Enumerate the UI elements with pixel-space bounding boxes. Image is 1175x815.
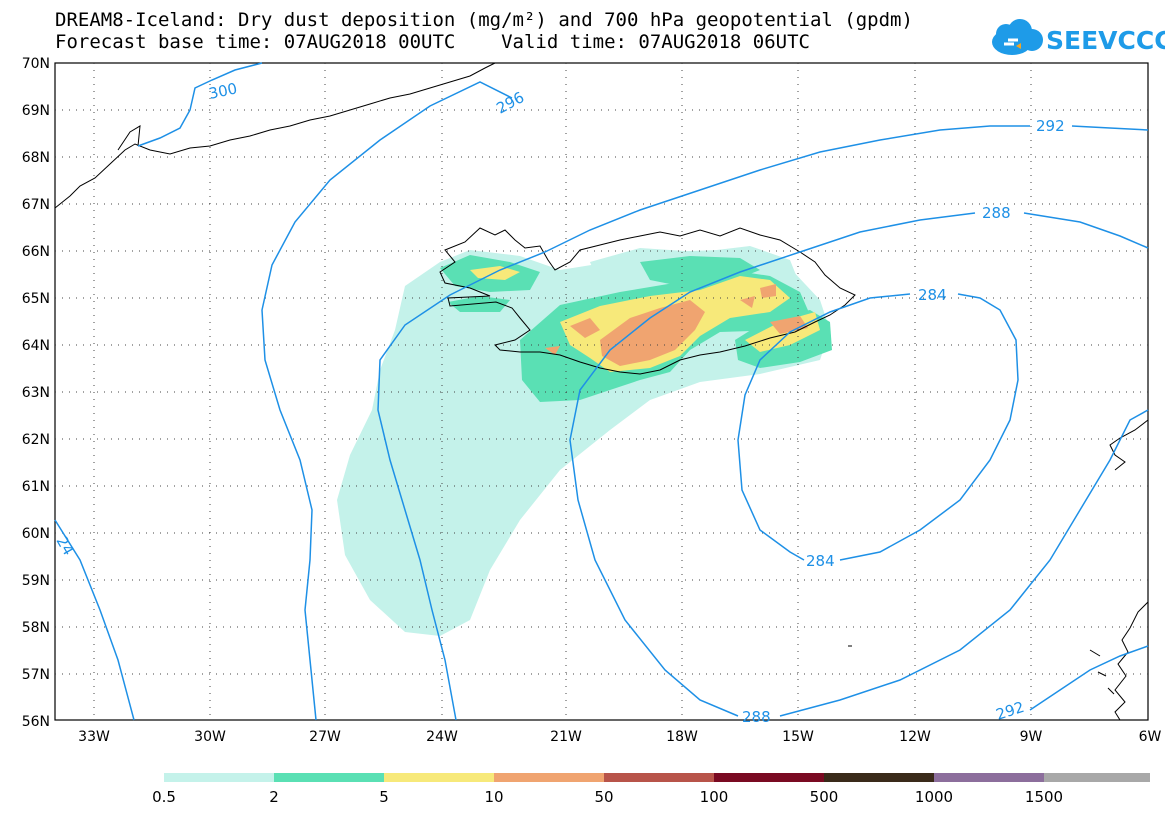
legend-label: 10 — [484, 788, 503, 806]
lat-tick-label: 61N — [22, 479, 50, 495]
legend-label: 1000 — [915, 788, 953, 806]
lon-tick-labels: 33W 30W 27W 24W 21W 18W 15W 12W 9W 6W — [78, 729, 1161, 745]
legend-swatch — [164, 773, 274, 782]
legend-label: 0.5 — [152, 788, 176, 806]
contour-300 — [137, 62, 263, 147]
lat-tick-label: 62N — [22, 432, 50, 448]
lat-tick-label: 64N — [22, 338, 50, 354]
coastlines — [54, 62, 1149, 721]
contour-label: 284 — [806, 552, 835, 570]
contour-label: 288 — [982, 204, 1011, 222]
legend-label: 2 — [269, 788, 279, 806]
dust-orange-main — [600, 300, 705, 366]
contour-292-south — [1029, 645, 1149, 711]
lon-tick-label: 15W — [782, 729, 814, 745]
coast-norway-north — [1109, 419, 1149, 471]
lon-tick-label: 21W — [550, 729, 582, 745]
lat-tick-label: 60N — [22, 526, 50, 542]
legend-swatch — [604, 773, 714, 782]
graticule — [55, 63, 1148, 720]
coast-iceland — [439, 227, 856, 375]
lon-tick-label: 6W — [1139, 729, 1162, 745]
contour-288-south — [779, 409, 1149, 717]
legend-swatch — [824, 773, 934, 782]
legend-label: 50 — [594, 788, 613, 806]
lon-tick-label: 33W — [78, 729, 110, 745]
lon-tick-label: 12W — [899, 729, 931, 745]
lat-tick-label: 70N — [22, 56, 50, 72]
contour-292-tail — [1071, 125, 1149, 131]
dust-plume-light — [337, 250, 830, 636]
lon-tick-label: 27W — [309, 729, 341, 745]
geopotential-contours — [54, 62, 1149, 721]
contour-288-east — [1023, 212, 1149, 249]
coast-greenland — [54, 62, 496, 209]
lat-tick-label: 56N — [22, 714, 50, 730]
dust-orange-patch-1 — [570, 318, 600, 338]
contour-label: 300 — [207, 79, 239, 103]
map-title: DREAM8-Iceland: Dry dust deposition (mg/… — [55, 9, 913, 31]
lat-tick-label: 63N — [22, 385, 50, 401]
legend-swatch — [494, 773, 604, 782]
legend-swatch — [384, 773, 494, 782]
legend-label: 5 — [379, 788, 389, 806]
dust-orange-patch-2 — [760, 284, 776, 298]
lat-tick-label: 66N — [22, 244, 50, 260]
legend-swatch — [1044, 773, 1150, 782]
contour-304-left — [54, 519, 135, 721]
contour-label: 288 — [742, 708, 771, 726]
legend-swatch — [274, 773, 384, 782]
contour-label: 292 — [1036, 117, 1065, 135]
logo-text: SEEVCCC — [1046, 26, 1165, 55]
contour-292 — [377, 125, 1030, 721]
dust-orange-patch-4 — [740, 296, 755, 308]
legend-swatch — [714, 773, 824, 782]
legend: 0.5 2 5 10 50 100 500 1000 1500 — [152, 773, 1150, 806]
dust-orange-patch-5 — [545, 346, 560, 355]
lat-tick-label: 58N — [22, 620, 50, 636]
contour-288 — [569, 212, 976, 717]
lat-tick-label: 65N — [22, 291, 50, 307]
legend-label: 500 — [810, 788, 839, 806]
coast-greenland-inlet — [117, 125, 141, 151]
contour-284-loop — [737, 293, 1019, 561]
map-subtitle: Forecast base time: 07AUG2018 00UTC Vali… — [55, 31, 810, 53]
lat-tick-label: 67N — [22, 197, 50, 213]
dust-shading — [337, 246, 832, 636]
contour-label: 24 — [53, 533, 78, 559]
lat-tick-label: 57N — [22, 667, 50, 683]
legend-label: 100 — [700, 788, 729, 806]
cloud-icon — [992, 19, 1043, 55]
lat-tick-labels: 70N 69N 68N 67N 66N 65N 64N 63N 62N 61N … — [22, 56, 50, 730]
lon-tick-label: 18W — [666, 729, 698, 745]
lon-tick-label: 9W — [1020, 729, 1043, 745]
legend-label: 1500 — [1025, 788, 1063, 806]
contour-label: 296 — [493, 88, 527, 117]
coast-islands — [848, 645, 1115, 695]
lat-tick-label: 69N — [22, 103, 50, 119]
dust-green-peninsula — [448, 296, 510, 312]
legend-swatch — [934, 773, 1044, 782]
contour-296 — [261, 81, 513, 721]
lat-tick-label: 68N — [22, 150, 50, 166]
seevccc-logo: SEEVCCC — [992, 19, 1165, 55]
lat-tick-label: 59N — [22, 573, 50, 589]
dust-green-mid — [640, 256, 760, 286]
lon-tick-label: 30W — [194, 729, 226, 745]
lon-tick-label: 24W — [426, 729, 458, 745]
coast-norway-south — [1114, 601, 1149, 721]
contour-label: 284 — [918, 286, 947, 304]
